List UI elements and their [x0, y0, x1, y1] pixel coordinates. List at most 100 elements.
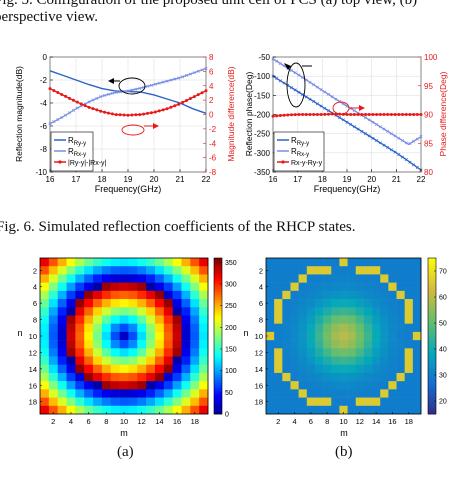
hmA-cell	[66, 381, 76, 390]
hmA-cell	[199, 258, 209, 267]
hmB-cell	[339, 323, 348, 333]
chart2-y2tick-label: 100	[424, 53, 438, 62]
chart1-point	[142, 112, 146, 116]
chart2-point	[393, 134, 397, 138]
chart1-point	[56, 91, 60, 95]
chart1-ellipse-red	[121, 124, 145, 136]
hmA-cell	[75, 340, 85, 349]
chart1-point	[157, 109, 161, 113]
hmB-cell	[282, 405, 291, 415]
hmB-cell	[306, 397, 316, 407]
hmB-cell	[404, 290, 414, 300]
chart2-y2tick-label: 85	[424, 139, 433, 148]
hmB-cell	[396, 315, 405, 324]
chart2-point	[345, 113, 349, 116]
chart1-ytick-label: -10	[35, 168, 47, 177]
chart1-xtick-label: 19	[124, 175, 133, 184]
hmA-cell	[181, 340, 191, 349]
hmA-xtick-label: 14	[155, 417, 163, 426]
hmA-cell	[128, 364, 138, 374]
hmB-cell	[331, 266, 340, 275]
hmA-cell	[84, 372, 94, 382]
hmA-cell	[101, 299, 112, 308]
chart1-y2tick-label: 4	[209, 82, 214, 91]
hmA-cell	[75, 397, 85, 407]
hmB-cell	[314, 372, 324, 382]
hmA-cell	[110, 405, 120, 415]
hmA-cell	[101, 274, 112, 283]
chart1-point	[149, 83, 153, 87]
hmB-cell	[331, 405, 340, 415]
hmB-cell	[282, 397, 291, 407]
hmB-cell	[404, 258, 414, 267]
hmA-cell	[154, 290, 165, 300]
hmB-cell	[298, 274, 308, 283]
hmA-cell	[154, 397, 165, 407]
chart2-point	[356, 127, 360, 131]
hmB-cell	[274, 307, 283, 316]
hmB-cell	[323, 323, 332, 333]
hmB-cell	[306, 282, 316, 292]
hmB-cell	[323, 331, 332, 341]
chart2-xtick-label: 21	[392, 175, 401, 184]
hmB-xtick-label: 14	[372, 417, 380, 426]
hmB-cell	[323, 397, 332, 407]
chart1-point	[48, 122, 52, 126]
hmA-cell	[75, 372, 85, 382]
hmB-cell	[274, 323, 283, 333]
hmA-cell	[48, 364, 58, 374]
hmB-cell	[355, 405, 365, 415]
hmA-cell	[146, 299, 156, 308]
hmA-cell	[190, 299, 200, 308]
hmB-cell	[290, 274, 299, 283]
hmB-cell	[298, 282, 308, 292]
hmA-cell	[93, 381, 103, 390]
hmB-cell	[282, 258, 291, 267]
hmA-cell	[66, 372, 76, 382]
hmB-cell	[363, 282, 373, 292]
hmB-cell	[266, 340, 275, 349]
hmA-cell	[48, 299, 58, 308]
hmA-ytick-label: 4	[33, 283, 37, 292]
hmA-cell	[190, 315, 200, 324]
chart2-point	[382, 127, 386, 131]
hmB-cell	[372, 348, 381, 357]
hmB-cell	[388, 266, 397, 275]
hmB-cell	[306, 258, 316, 267]
hmA-cell	[101, 364, 112, 374]
hmB-cell	[331, 315, 340, 324]
hmB-cell	[388, 348, 397, 357]
hmA-cell	[181, 258, 191, 267]
chart2-point	[378, 113, 382, 116]
hmB-cell	[290, 348, 299, 357]
hmA-cell	[146, 405, 156, 415]
chart2-point	[312, 83, 316, 87]
chart2-point	[367, 134, 371, 138]
chart1-point	[165, 107, 169, 111]
hmA-xtick-label: 8	[104, 417, 108, 426]
chart2-legend-label-3: Rx-y-Ry-y	[291, 160, 323, 167]
hmA-cell	[110, 331, 120, 341]
chart2-point	[319, 113, 323, 116]
hmB-cell	[355, 323, 365, 333]
hmA-cell	[119, 307, 129, 316]
hmB-xtick-label: 12	[356, 417, 364, 426]
hmA-cell	[119, 364, 129, 374]
hmB-cell	[363, 397, 373, 407]
hmA-cell	[199, 299, 209, 308]
hmB-cell	[290, 405, 299, 415]
hmA-cell	[93, 315, 103, 324]
chart1-point	[64, 113, 68, 117]
chart2-point	[326, 92, 331, 96]
hmB-cell	[306, 307, 316, 316]
chart2-legend-label-2: RRx-y	[291, 147, 309, 158]
hmB-cell	[331, 356, 340, 366]
hmB-cell	[396, 405, 405, 415]
chart2-ytick-label: -250	[254, 130, 271, 139]
chart2-point	[363, 116, 368, 120]
chart2-point	[356, 113, 360, 116]
chart1-point	[130, 113, 134, 117]
subfigure-b-label: (b)	[335, 444, 353, 460]
hmA-cell	[75, 356, 85, 366]
chart1-point	[68, 96, 71, 100]
